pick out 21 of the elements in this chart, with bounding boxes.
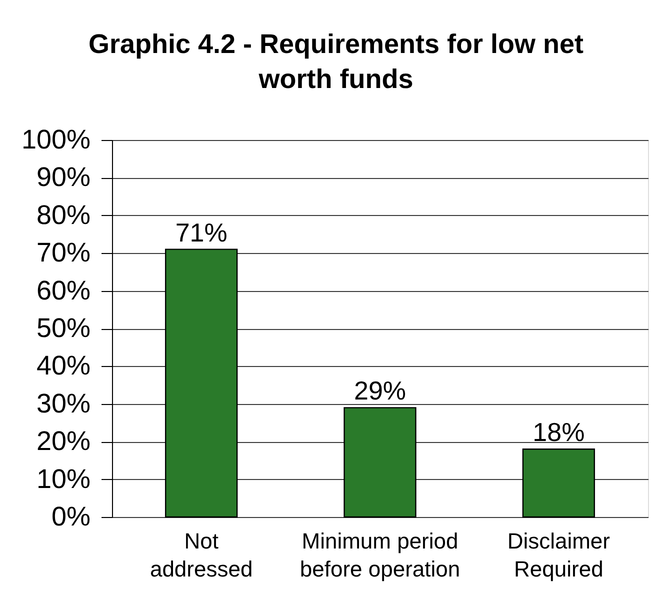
y-tick-label: 90% (36, 162, 90, 192)
y-tick-label: 100% (21, 124, 90, 154)
y-tick-label: 60% (36, 275, 90, 306)
chart-title: Graphic 4.2 - Requirements for low net worth funds (88, 29, 584, 94)
y-tick-label: 50% (36, 313, 90, 343)
x-tick-label: Disclaimer Required (507, 528, 610, 582)
data-label: 18% (532, 417, 585, 448)
y-tick-label: 0% (51, 502, 90, 532)
y-tick-label: 20% (36, 426, 90, 456)
x-tick-label: Minimum period before operation (300, 528, 460, 582)
data-label: 71% (175, 217, 228, 248)
y-tick-label: 10% (36, 464, 90, 494)
bar (165, 248, 238, 518)
y-tick-label: 40% (36, 350, 90, 381)
bar (522, 448, 595, 518)
y-tick-label: 70% (36, 238, 90, 268)
x-tick-label: Not addressed (150, 528, 253, 582)
bar (344, 407, 416, 518)
y-tick-label: 30% (36, 388, 90, 418)
data-label: 29% (354, 376, 406, 406)
y-tick-label: 80% (36, 200, 90, 230)
